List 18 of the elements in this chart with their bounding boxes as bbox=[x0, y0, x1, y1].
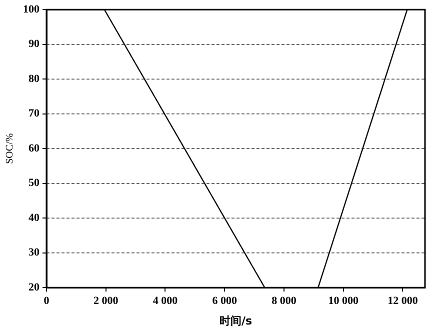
y-axis-title: SOC/% bbox=[4, 133, 16, 164]
x-tick-label: 8 000 bbox=[272, 295, 297, 308]
x-tick-label: 4 000 bbox=[152, 295, 178, 308]
x-axis-title: 时间/s bbox=[219, 314, 252, 328]
y-tick-label: 20 bbox=[28, 281, 40, 294]
x-tick-label: 6 000 bbox=[212, 295, 238, 308]
y-tick-label: 100 bbox=[23, 3, 40, 16]
y-tick-label: 80 bbox=[28, 72, 40, 85]
y-tick-label: 50 bbox=[28, 177, 40, 190]
y-tick-label: 40 bbox=[28, 212, 40, 224]
x-tick-label: 10 000 bbox=[328, 295, 359, 308]
y-tick-label: 90 bbox=[28, 38, 40, 50]
y-tick-label: 60 bbox=[28, 142, 40, 154]
x-tick-label: 0 bbox=[44, 295, 50, 308]
x-tick-label: 2 000 bbox=[94, 295, 119, 308]
y-tick-label: 70 bbox=[28, 108, 40, 120]
y-tick-label: 30 bbox=[28, 246, 40, 259]
x-tick-label: 12 000 bbox=[388, 295, 418, 308]
